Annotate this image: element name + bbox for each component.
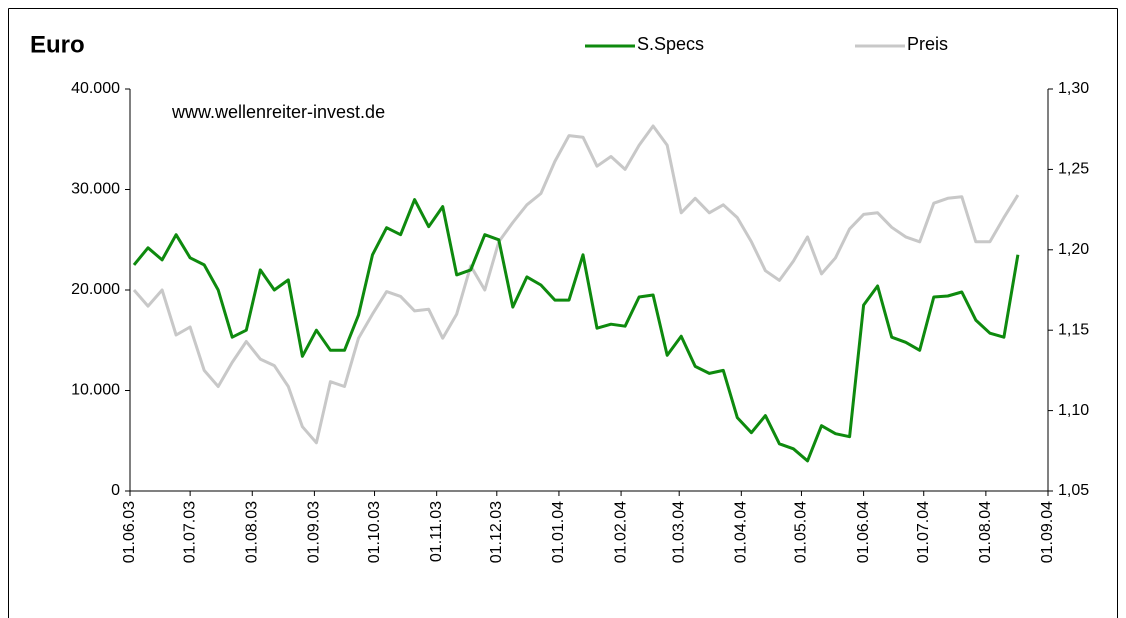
series-line	[132, 124, 1020, 445]
y2-tick-label: 1,25	[1058, 161, 1089, 178]
y-tick-label: 40.000	[71, 80, 120, 97]
y2-tick-label: 1,20	[1058, 241, 1089, 258]
y2-tick-label: 1,15	[1058, 321, 1089, 338]
y2-tick-label: 1,30	[1058, 80, 1089, 97]
x-tick-label: 01.10.03	[366, 501, 383, 563]
x-tick-label: 01.07.04	[915, 501, 932, 563]
y-tick-label: 10.000	[71, 382, 120, 399]
annotation: www.wellenreiter-invest.de	[171, 102, 385, 122]
legend-label: S.Specs	[637, 34, 704, 54]
x-tick-label: 01.09.04	[1039, 501, 1056, 563]
x-tick-label: 01.12.03	[488, 501, 505, 563]
x-tick-label: 01.06.04	[855, 501, 872, 563]
y2-tick-label: 1,10	[1058, 402, 1089, 419]
x-tick-label: 01.08.03	[243, 501, 260, 563]
y-tick-label: 20.000	[71, 281, 120, 298]
legend-label: Preis	[907, 34, 948, 54]
x-tick-label: 01.06.03	[121, 501, 138, 563]
x-tick-label: 01.11.03	[428, 501, 445, 562]
x-tick-label: 01.08.04	[977, 501, 994, 563]
series-line	[132, 198, 1020, 463]
x-tick-label: 01.07.03	[181, 501, 198, 563]
x-tick-label: 01.05.04	[793, 501, 810, 563]
x-tick-label: 01.01.04	[550, 501, 567, 563]
x-tick-label: 01.02.04	[612, 501, 629, 563]
y-tick-label: 0	[111, 482, 120, 499]
x-tick-label: 01.03.04	[670, 501, 687, 563]
chart-title: Euro	[30, 31, 85, 58]
x-tick-label: 01.04.04	[733, 501, 750, 563]
y-tick-label: 30.000	[71, 181, 120, 198]
y2-tick-label: 1,05	[1058, 482, 1089, 499]
x-tick-label: 01.09.03	[306, 501, 323, 563]
